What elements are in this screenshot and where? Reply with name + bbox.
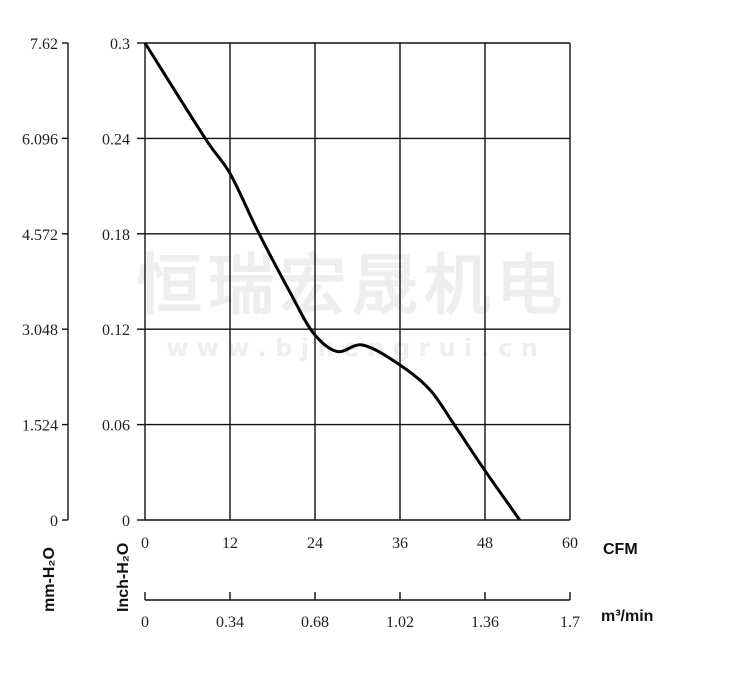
watermark-name: 恒瑞宏晟机电 bbox=[136, 247, 568, 324]
y2-tick-label: 4.572 bbox=[22, 227, 58, 244]
x-tick-label: 12 bbox=[222, 535, 238, 552]
x2-tick-label: 1.02 bbox=[386, 614, 414, 631]
y-axis-label-inch: Inch-H₂O bbox=[115, 543, 132, 612]
x-tick-label: 0 bbox=[141, 535, 149, 552]
y-tick-label: 0.12 bbox=[102, 322, 130, 339]
x2-tick-label: 0.68 bbox=[301, 614, 329, 631]
y-tick-label: 0.24 bbox=[102, 131, 130, 148]
y-tick-label: 0.3 bbox=[110, 36, 130, 53]
x-tick-label: 48 bbox=[477, 535, 493, 552]
y-tick-label: 0 bbox=[122, 513, 130, 530]
x2-tick-label: 1.7 bbox=[560, 614, 580, 631]
y2-tick-label: 7.62 bbox=[30, 36, 58, 53]
x2-tick-label: 1.36 bbox=[471, 614, 499, 631]
x-axis-label-cfm: CFM bbox=[603, 541, 638, 558]
y-tick-label: 0.18 bbox=[102, 227, 130, 244]
y-axis-label-mm: mm-H₂O bbox=[41, 547, 58, 612]
y2-tick-label: 0 bbox=[50, 513, 58, 530]
x-tick-label: 60 bbox=[562, 535, 578, 552]
pq-curve-line bbox=[143, 42, 521, 521]
y2-tick-label: 6.096 bbox=[22, 131, 58, 148]
y2-tick-label: 1.524 bbox=[22, 418, 58, 435]
y-tick-label: 0.06 bbox=[102, 418, 130, 435]
x-tick-label: 24 bbox=[307, 535, 323, 552]
x2-tick-label: 0.34 bbox=[216, 614, 244, 631]
x-tick-label: 36 bbox=[392, 535, 408, 552]
x2-tick-label: 0 bbox=[141, 614, 149, 631]
x-axis-label-m3min: m³/min bbox=[601, 608, 653, 625]
y2-tick-label: 3.048 bbox=[22, 322, 58, 339]
